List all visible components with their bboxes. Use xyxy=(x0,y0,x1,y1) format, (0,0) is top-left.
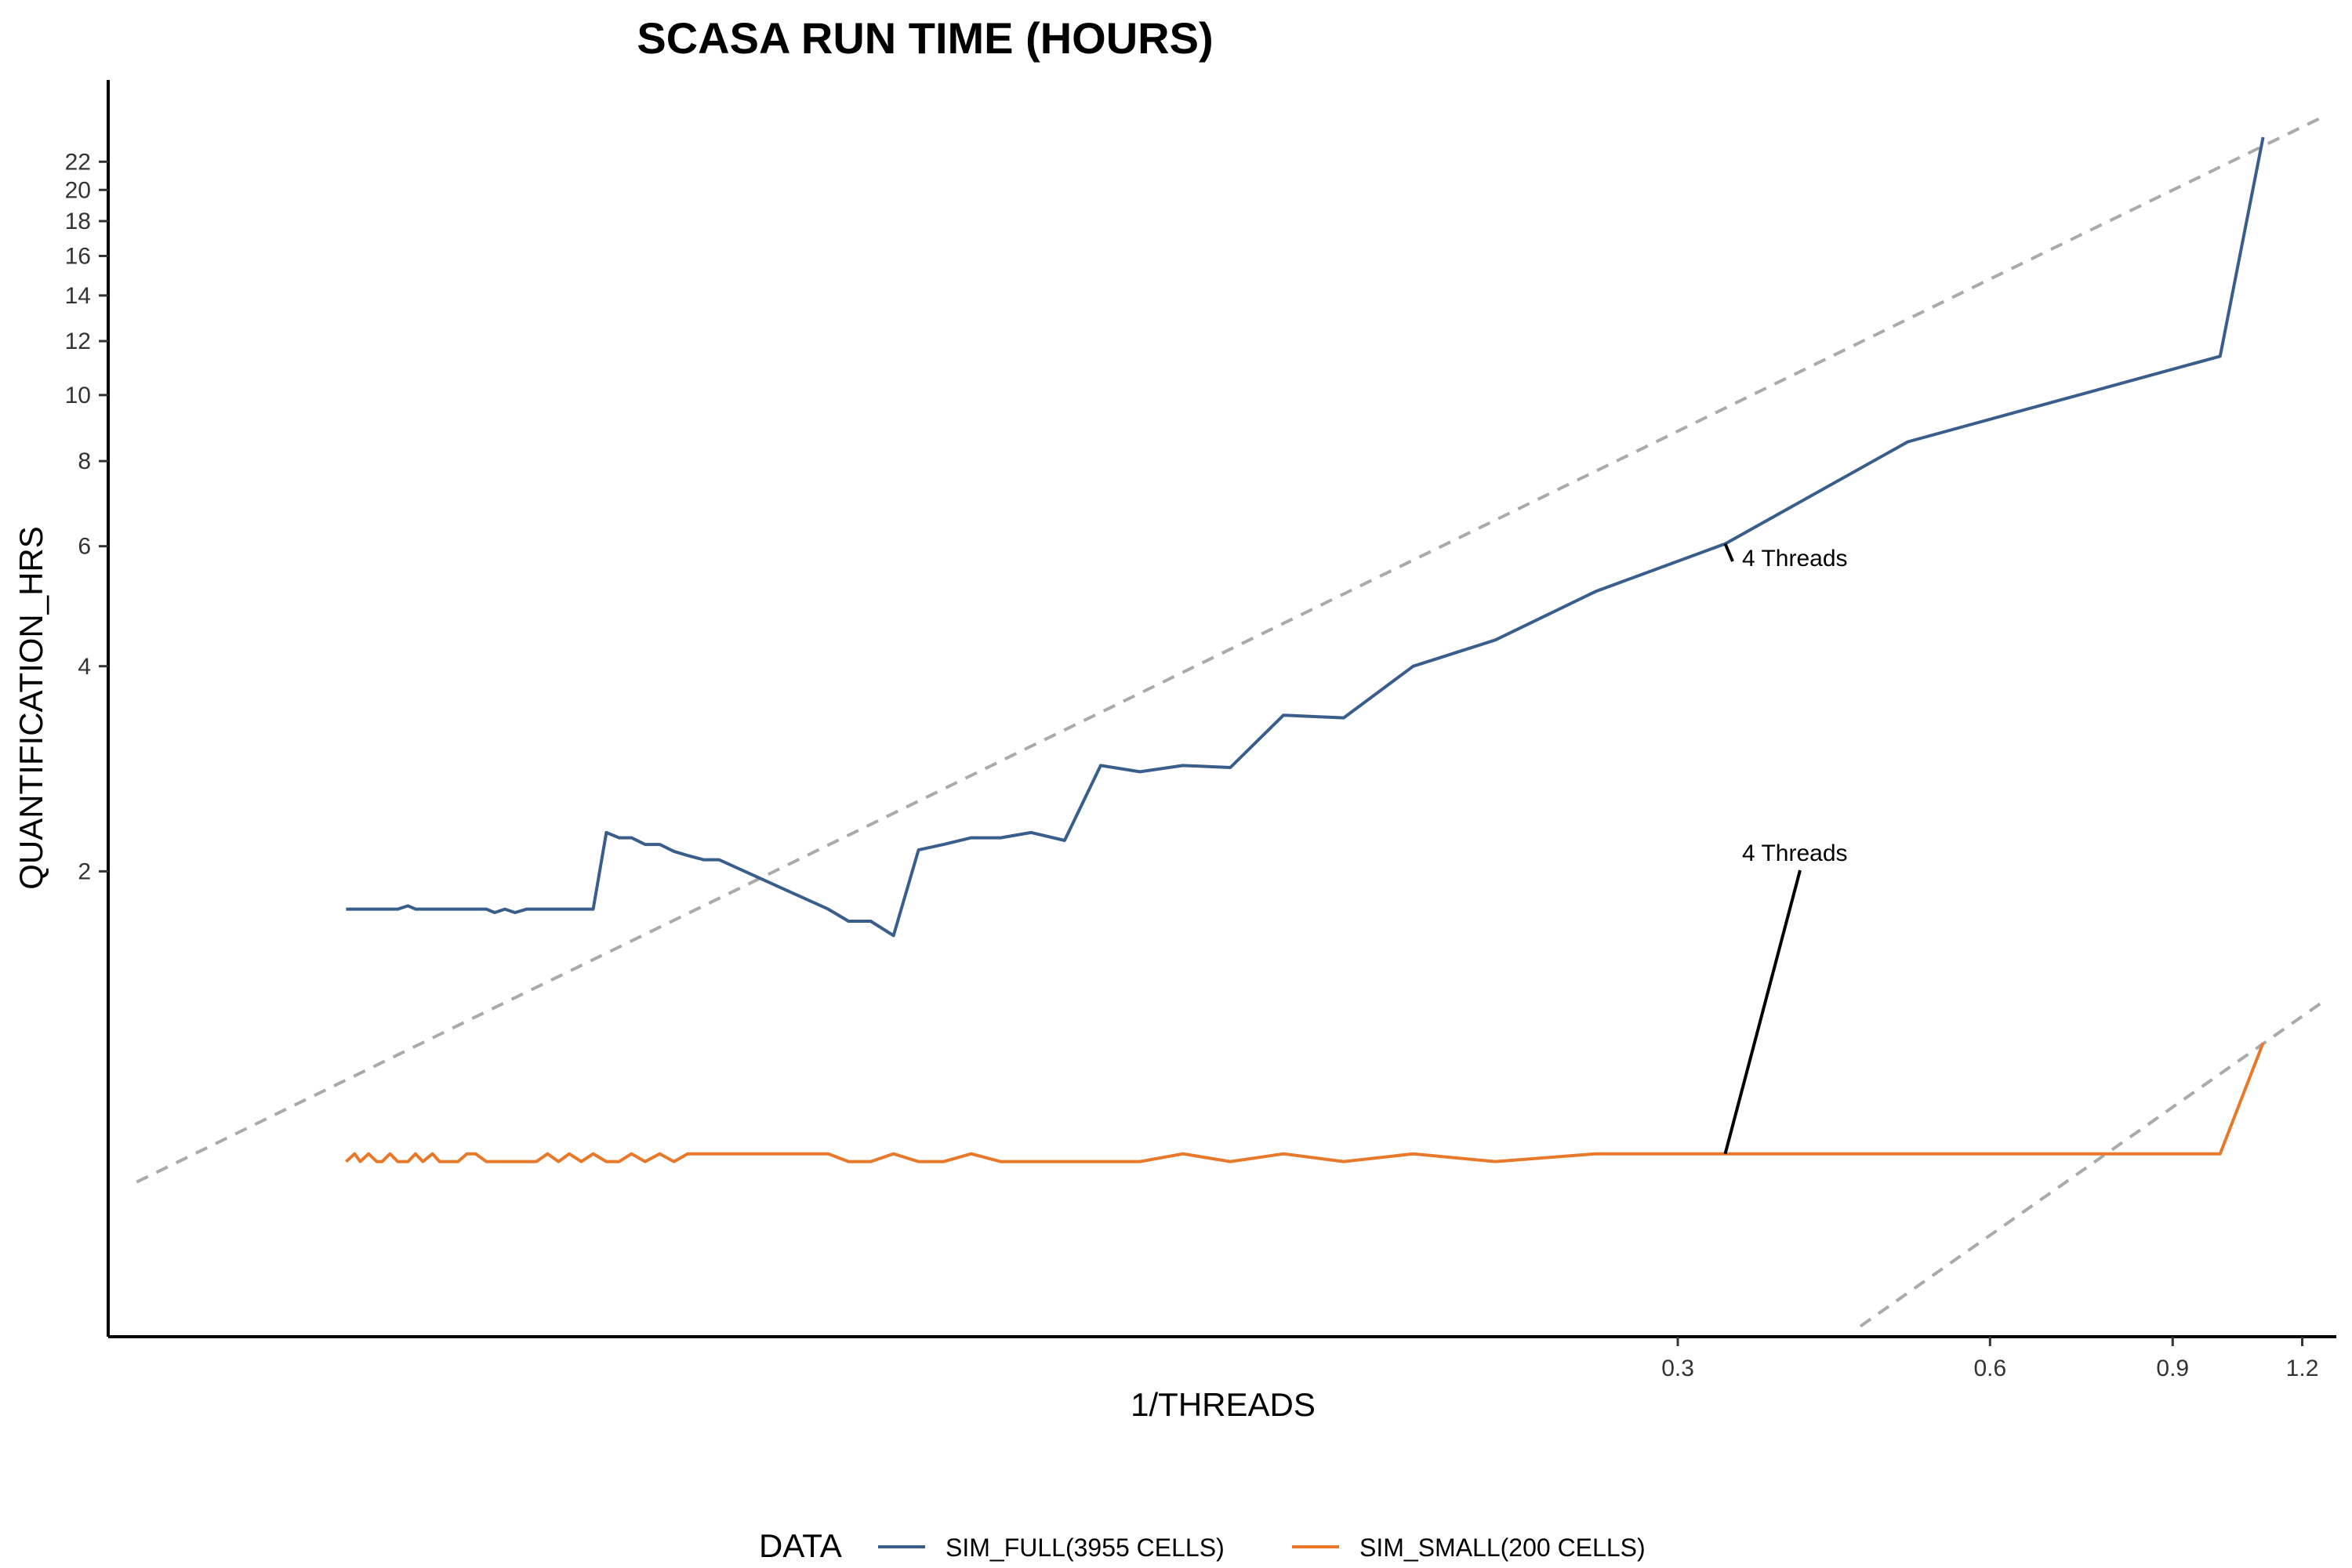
annotations: 4 Threads 4 Threads xyxy=(1723,543,1848,1155)
annotation-label: 4 Threads xyxy=(1742,840,1848,866)
annotation-leader xyxy=(1723,543,1734,562)
y-tick-label: 20 xyxy=(65,177,91,203)
x-tick-label: 1.2 xyxy=(2286,1356,2319,1381)
y-tick-label: 10 xyxy=(65,383,91,408)
x-tick-label: 0.6 xyxy=(1973,1356,2006,1381)
y-tick-label: 4 xyxy=(78,654,91,680)
y-axis-title: QUANTIFICATION_HRS xyxy=(13,526,49,890)
legend: DATA SIM_FULL(3955 CELLS) SIM_SMALL(200 … xyxy=(759,1527,1646,1564)
series-sim-small xyxy=(345,1042,2265,1163)
legend-label-sim-full: SIM_FULL(3955 CELLS) xyxy=(946,1534,1225,1562)
y-tick-label: 22 xyxy=(65,149,91,175)
y-tick-label: 6 xyxy=(78,534,91,560)
y-tick-label: 2 xyxy=(78,858,91,884)
reference-lines xyxy=(136,116,2322,1328)
annotation-label: 4 Threads xyxy=(1742,546,1848,572)
y-tick-label: 8 xyxy=(78,448,91,474)
reference-line-1 xyxy=(136,116,2321,1184)
y-tick-label: 12 xyxy=(65,328,91,354)
legend-label-sim-small: SIM_SMALL(200 CELLS) xyxy=(1359,1534,1646,1562)
annotation-leader xyxy=(1723,869,1802,1155)
x-tick-label: 0.3 xyxy=(1661,1356,1694,1381)
y-tick-label: 16 xyxy=(65,243,91,269)
reference-line-2 xyxy=(1859,1002,2322,1328)
plot-area: 4 Threads 4 Threads xyxy=(136,116,2322,1328)
y-tick-label: 14 xyxy=(65,283,91,309)
series-lines xyxy=(345,136,2265,1163)
y-tick-label: 18 xyxy=(65,209,91,234)
x-axis-ticks: 0.3 0.6 0.9 1.2 xyxy=(1661,1337,2318,1381)
series-line xyxy=(346,136,2265,938)
series-line xyxy=(345,1042,2265,1163)
legend-title: DATA xyxy=(759,1527,842,1564)
chart-title: SCASA RUN TIME (HOURS) xyxy=(637,13,1213,63)
series-sim-full xyxy=(346,136,2265,938)
x-axis-title: 1/THREADS xyxy=(1131,1386,1316,1423)
x-tick-label: 0.9 xyxy=(2156,1356,2189,1381)
